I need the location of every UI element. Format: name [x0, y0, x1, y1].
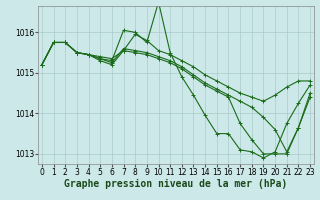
X-axis label: Graphe pression niveau de la mer (hPa): Graphe pression niveau de la mer (hPa)	[64, 179, 288, 189]
